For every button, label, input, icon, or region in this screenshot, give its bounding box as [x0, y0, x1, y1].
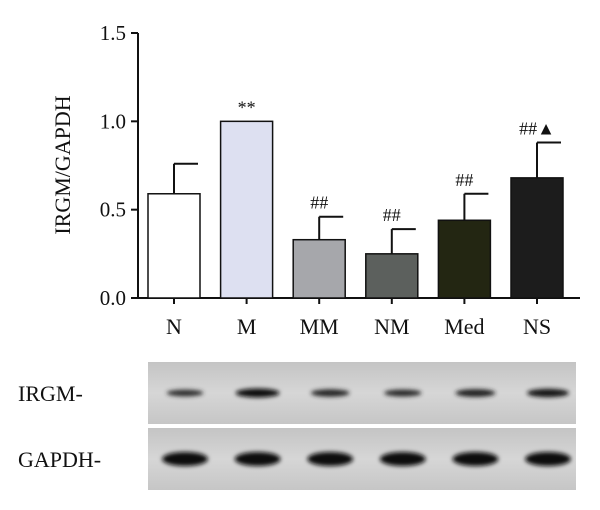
significance-annotations: ** ## ## ## ##▲: [238, 97, 555, 225]
x-tick-label-med: Med: [444, 314, 484, 339]
x-tick-label-n: N: [166, 314, 182, 339]
blot-row-label-gapdh: GAPDH-: [18, 447, 101, 472]
band-irgm-mm: [310, 389, 350, 397]
y-tick-label: 1.5: [100, 21, 126, 45]
western-blot: IRGM- GAPDH-: [18, 362, 576, 490]
y-tick-label: 0.0: [100, 286, 126, 310]
axes: [137, 33, 580, 299]
blot-bands: [162, 388, 571, 466]
bar-m: [219, 120, 274, 299]
band-gapdh-mm: [307, 452, 354, 466]
x-tick-label-m: M: [237, 314, 257, 339]
y-ticks: 0.0 0.5 1.0 1.5: [100, 21, 138, 310]
bar-n: [147, 193, 201, 299]
bar-mm: [292, 238, 346, 299]
blot-row-label-irgm: IRGM-: [18, 381, 83, 406]
x-tick-labels: N M MM NM Med NS: [166, 298, 551, 339]
annotation-ns: ##▲: [519, 119, 555, 139]
bar-med: [437, 219, 492, 299]
band-irgm-n: [166, 389, 204, 397]
band-gapdh-ns: [525, 452, 571, 466]
error-bars: [173, 141, 561, 254]
y-axis-label: IRGM/GAPDH: [50, 95, 75, 234]
band-gapdh-med: [452, 452, 499, 466]
bar-ns: [510, 177, 564, 299]
x-tick-label-ns: NS: [523, 314, 551, 339]
annotation-m: **: [238, 97, 256, 117]
annotation-mm: ##: [310, 193, 328, 213]
y-tick-label: 1.0: [100, 109, 126, 133]
band-gapdh-nm: [379, 452, 426, 466]
annotation-med: ##: [455, 170, 473, 190]
annotation-nm: ##: [383, 205, 401, 225]
bar-nm: [365, 253, 419, 299]
band-gapdh-m: [234, 452, 281, 466]
band-irgm-med: [455, 389, 496, 397]
blot-strip-irgm: [148, 362, 576, 424]
blot-strip-gapdh: [148, 428, 576, 490]
bars: [147, 120, 564, 299]
y-tick-label: 0.5: [100, 198, 126, 222]
band-irgm-nm: [384, 389, 422, 397]
x-tick-label-mm: MM: [300, 314, 339, 339]
band-irgm-m: [235, 388, 280, 398]
x-tick-label-nm: NM: [374, 314, 409, 339]
band-gapdh-n: [162, 452, 208, 466]
band-irgm-ns: [526, 388, 570, 398]
